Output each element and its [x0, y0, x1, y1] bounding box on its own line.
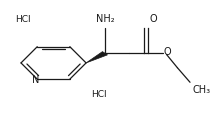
Text: O: O: [164, 47, 172, 57]
Text: N: N: [32, 75, 39, 85]
Text: HCl: HCl: [15, 15, 31, 24]
Text: O: O: [150, 14, 157, 24]
Polygon shape: [86, 52, 107, 63]
Text: CH₃: CH₃: [192, 85, 210, 95]
Text: NH₂: NH₂: [96, 14, 114, 24]
Text: HCl: HCl: [91, 90, 107, 99]
